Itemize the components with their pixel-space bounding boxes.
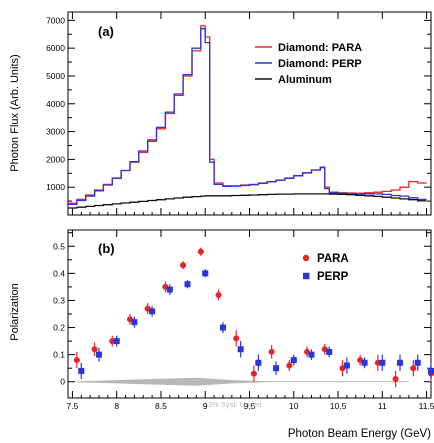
flux-series-2 [68, 193, 427, 209]
x-tick-label: 10.5 [330, 401, 347, 411]
pol-point-perp [414, 359, 421, 366]
pol-point-perp [379, 359, 386, 366]
flux-legend: Diamond: PARA Diamond: PERP Aluminum [255, 42, 362, 86]
polarization-y-axis-label: Polarization [9, 283, 21, 340]
pol-point-para [410, 365, 417, 372]
systematic-band-shape [76, 377, 409, 386]
pol-point-perp [308, 351, 315, 358]
pol-y-tick-label: 0 [60, 377, 65, 387]
pol-point-perp [95, 351, 102, 358]
flux-y-tick-label: 1000 [46, 182, 65, 192]
pol-point-para [233, 335, 240, 342]
pol-point-perp [237, 346, 244, 353]
pol-point-para [268, 348, 275, 355]
pol-y-tick-label: 0.5 [53, 241, 65, 251]
x-tick-label: 9 [203, 401, 208, 411]
polarization-axis-ticks: 0 0.1 0.2 0.3 0.4 0.5 7.5 8 8.5 9 9.5 10 10.5 11 11.5 [53, 230, 434, 411]
pol-legend-marker [302, 254, 310, 262]
polarization-legend: PARA PERP [302, 253, 349, 283]
flux-y-tick-label: 3000 [46, 127, 65, 137]
pol-legend-label: PERP [317, 271, 349, 283]
pol-point-perp [219, 324, 226, 331]
systematic-band [76, 377, 409, 386]
pol-point-para [286, 362, 293, 369]
pol-point-perp [290, 357, 297, 364]
x-tick-label: 8 [114, 401, 119, 411]
panel-label-a: (a) [98, 24, 114, 39]
x-tick-label: 8.5 [155, 401, 167, 411]
pol-y-tick-label: 0.1 [53, 350, 65, 360]
flux-y-tick-label: 4000 [46, 99, 65, 109]
pol-point-perp [166, 286, 173, 293]
pol-point-perp [326, 348, 333, 355]
pol-point-perp [184, 281, 191, 288]
pol-point-perp [113, 338, 120, 345]
pol-y-tick-label: 0.4 [53, 268, 65, 278]
pol-point-perp [428, 367, 434, 374]
x-tick-label: 11 [378, 401, 387, 411]
x-axis-label: Photon Beam Energy (GeV) [288, 428, 431, 440]
pol-point-perp [202, 270, 209, 277]
flux-legend-label: Diamond: PARA [278, 42, 362, 54]
panel-label-b: (b) [98, 241, 115, 256]
polarization-panel: 00.10.20.30.40.57.5 8 8.5 9 9.5 10 10.5 11 11.5 … [9, 229, 434, 440]
flux-legend-label: Diamond: PERP [278, 58, 362, 70]
flux-y-tick-label: 5000 [46, 71, 65, 81]
flux-y-tick-label: 7000 [46, 15, 65, 25]
pol-point-para [392, 376, 399, 383]
flux-legend-label: Aluminum [278, 74, 332, 86]
pol-point-perp [131, 319, 138, 326]
pol-point-para [250, 370, 257, 377]
flux-axis-ticks: 1000 2000 3000 4000 5000 6000 7000 [46, 12, 431, 215]
band-annotation: 3% Syst. Uncert. [208, 400, 264, 409]
pol-legend-marker [303, 272, 310, 280]
pol-y-tick-label: 0.2 [53, 323, 65, 333]
pol-point-para [91, 346, 98, 353]
x-tick-label: 7.5 [67, 401, 79, 411]
pol-point-perp [361, 359, 368, 366]
flux-y-axis-label: Photon Flux (Arb. Units) [9, 54, 21, 171]
flux-panel: 1000 2000 3000 4000 5000 6000 7000 (a) Photon … [9, 11, 432, 216]
x-tick-label: 10 [289, 401, 299, 411]
pol-point-perp [149, 308, 156, 315]
pol-point-perp [255, 359, 262, 366]
pol-y-tick-label: 0.3 [53, 295, 65, 305]
pol-legend-label: PARA [317, 253, 349, 265]
polarization-series [73, 247, 434, 388]
x-tick-label: 9.5 [244, 401, 256, 411]
pol-point-para [197, 248, 204, 255]
pol-point-perp [397, 359, 404, 366]
flux-series-0 [68, 25, 427, 204]
flux-y-tick-label: 2000 [46, 154, 65, 164]
x-tick-label: 11.5 [419, 401, 434, 411]
pol-point-perp [273, 365, 280, 372]
flux-y-tick-label: 6000 [46, 43, 65, 53]
pol-point-para [73, 357, 80, 364]
flux-series-1 [68, 28, 427, 206]
pol-point-perp [343, 362, 350, 369]
flux-series [68, 25, 427, 209]
pol-point-para [215, 292, 222, 299]
pol-point-perp [78, 367, 85, 374]
polarization-plot-frame [67, 229, 432, 399]
pol-point-para [180, 262, 187, 269]
